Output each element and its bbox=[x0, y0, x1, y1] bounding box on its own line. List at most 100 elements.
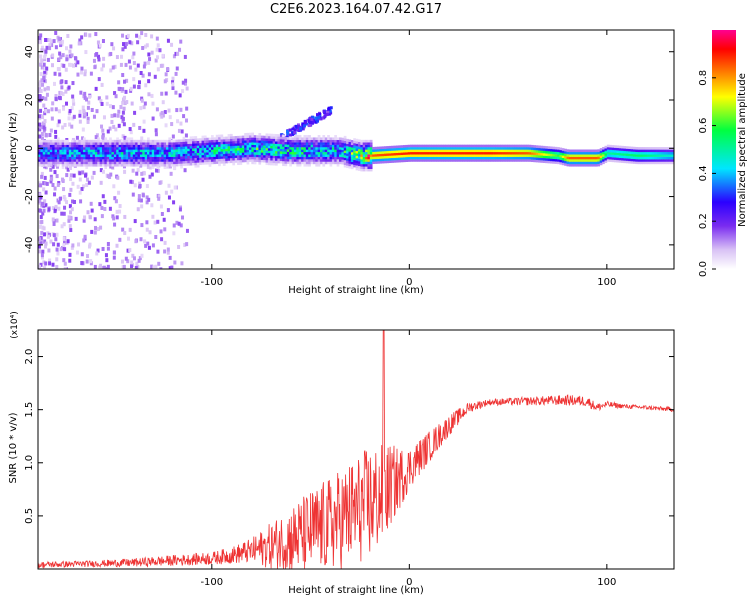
heatmap-cell bbox=[467, 149, 470, 153]
heatmap-cell bbox=[436, 149, 439, 153]
heatmap-cell bbox=[144, 139, 148, 143]
heatmap-cell bbox=[172, 200, 176, 205]
heatmap-cell bbox=[156, 156, 160, 160]
heatmap-cell bbox=[131, 180, 135, 185]
heatmap-cell bbox=[362, 154, 366, 157]
heatmap-cell bbox=[348, 144, 352, 147]
heatmap-cell bbox=[99, 180, 103, 185]
heatmap-cell bbox=[148, 174, 152, 179]
heatmap-cell bbox=[113, 64, 117, 69]
heatmap-cell bbox=[97, 139, 100, 143]
heatmap-cell bbox=[279, 136, 283, 140]
heatmap-cell bbox=[331, 151, 335, 155]
heatmap-cell bbox=[237, 145, 240, 149]
heatmap-cell bbox=[92, 147, 96, 150]
heatmap-cell bbox=[440, 147, 444, 150]
heatmap-cell bbox=[549, 158, 553, 162]
heatmap-cell bbox=[308, 163, 311, 167]
heatmap-cell bbox=[339, 149, 342, 153]
heatmap-cell bbox=[180, 144, 183, 147]
heatmap-cell bbox=[523, 154, 527, 157]
heatmap-cell bbox=[313, 118, 317, 122]
heatmap-cell bbox=[177, 149, 181, 152]
heatmap-cell bbox=[147, 197, 151, 202]
heatmap-cell bbox=[218, 161, 221, 164]
heatmap-cell bbox=[320, 159, 323, 162]
heatmap-cell bbox=[419, 151, 423, 155]
heatmap-cell bbox=[194, 157, 198, 161]
heatmap-cell bbox=[286, 151, 290, 155]
colorbar-gradient bbox=[712, 30, 736, 269]
heatmap-cell bbox=[118, 147, 122, 150]
heatmap-cell bbox=[90, 229, 94, 234]
heatmap-cell bbox=[154, 132, 158, 137]
heatmap-cell bbox=[339, 142, 342, 145]
heatmap-cell bbox=[132, 51, 136, 56]
heatmap-cell bbox=[457, 154, 461, 157]
heatmap-cell bbox=[412, 151, 416, 155]
heatmap-cell bbox=[194, 143, 198, 146]
heatmap-cell bbox=[144, 149, 148, 153]
heatmap-cell bbox=[124, 41, 128, 46]
heatmap-cell bbox=[178, 207, 182, 212]
heatmap-cell bbox=[218, 146, 221, 150]
heatmap-cell bbox=[88, 242, 92, 247]
heatmap-cell bbox=[317, 139, 321, 143]
heatmap-cell bbox=[275, 153, 278, 156]
heatmap-cell bbox=[99, 161, 103, 165]
heatmap-cell bbox=[132, 151, 136, 155]
heatmap-cell bbox=[83, 159, 86, 162]
heatmap-cell bbox=[360, 151, 364, 155]
heatmap-cell bbox=[369, 168, 373, 172]
heatmap-cell bbox=[56, 156, 60, 160]
heatmap-cell bbox=[116, 149, 119, 153]
heatmap-cell bbox=[251, 139, 255, 143]
heatmap-cell bbox=[343, 143, 347, 146]
heatmap-cell bbox=[395, 159, 399, 163]
heatmap-cell bbox=[412, 147, 416, 150]
heatmap-cell bbox=[106, 154, 110, 157]
heatmap-cell bbox=[61, 147, 65, 150]
heatmap-cell bbox=[405, 147, 409, 150]
heatmap-cell bbox=[538, 145, 541, 149]
heatmap-cell bbox=[256, 137, 259, 141]
heatmap-cell bbox=[388, 145, 392, 149]
heatmap-cell bbox=[431, 144, 435, 148]
heatmap-cell bbox=[350, 154, 354, 158]
heatmap-cell bbox=[78, 113, 82, 118]
heatmap-cell bbox=[590, 156, 593, 160]
heatmap-cell bbox=[59, 142, 63, 145]
heatmap-cell bbox=[263, 138, 266, 141]
heatmap-cell bbox=[177, 144, 181, 147]
heatmap-cell bbox=[289, 163, 292, 167]
heatmap-cell bbox=[47, 139, 51, 143]
heatmap-cell bbox=[173, 156, 176, 160]
heatmap-cell bbox=[166, 67, 170, 72]
heatmap-cell bbox=[130, 163, 134, 167]
heatmap-cell bbox=[234, 155, 238, 158]
heatmap-cell bbox=[61, 125, 65, 130]
heatmap-cell bbox=[327, 149, 330, 153]
heatmap-cell bbox=[163, 79, 167, 84]
heatmap-cell bbox=[341, 140, 345, 143]
heatmap-cell bbox=[530, 144, 534, 148]
heatmap-cell bbox=[275, 148, 278, 152]
spectrogram-heatmap bbox=[38, 30, 674, 269]
heatmap-cell bbox=[156, 154, 160, 157]
heatmap-cell bbox=[53, 207, 57, 212]
heatmap-cell bbox=[305, 163, 309, 167]
heatmap-cell bbox=[164, 91, 168, 96]
heatmap-cell bbox=[147, 151, 150, 155]
heatmap-cell bbox=[663, 159, 667, 162]
heatmap-cell bbox=[248, 137, 252, 141]
heatmap-cell bbox=[644, 147, 648, 150]
heatmap-cell bbox=[68, 49, 72, 54]
heatmap-cell bbox=[355, 167, 359, 171]
heatmap-cell bbox=[431, 151, 435, 155]
heatmap-cell bbox=[481, 156, 484, 160]
heatmap-cell bbox=[523, 149, 527, 153]
heatmap-cell bbox=[305, 139, 309, 143]
heatmap-cell bbox=[172, 231, 176, 236]
heatmap-cell bbox=[293, 161, 297, 165]
heatmap-cell bbox=[131, 55, 135, 60]
